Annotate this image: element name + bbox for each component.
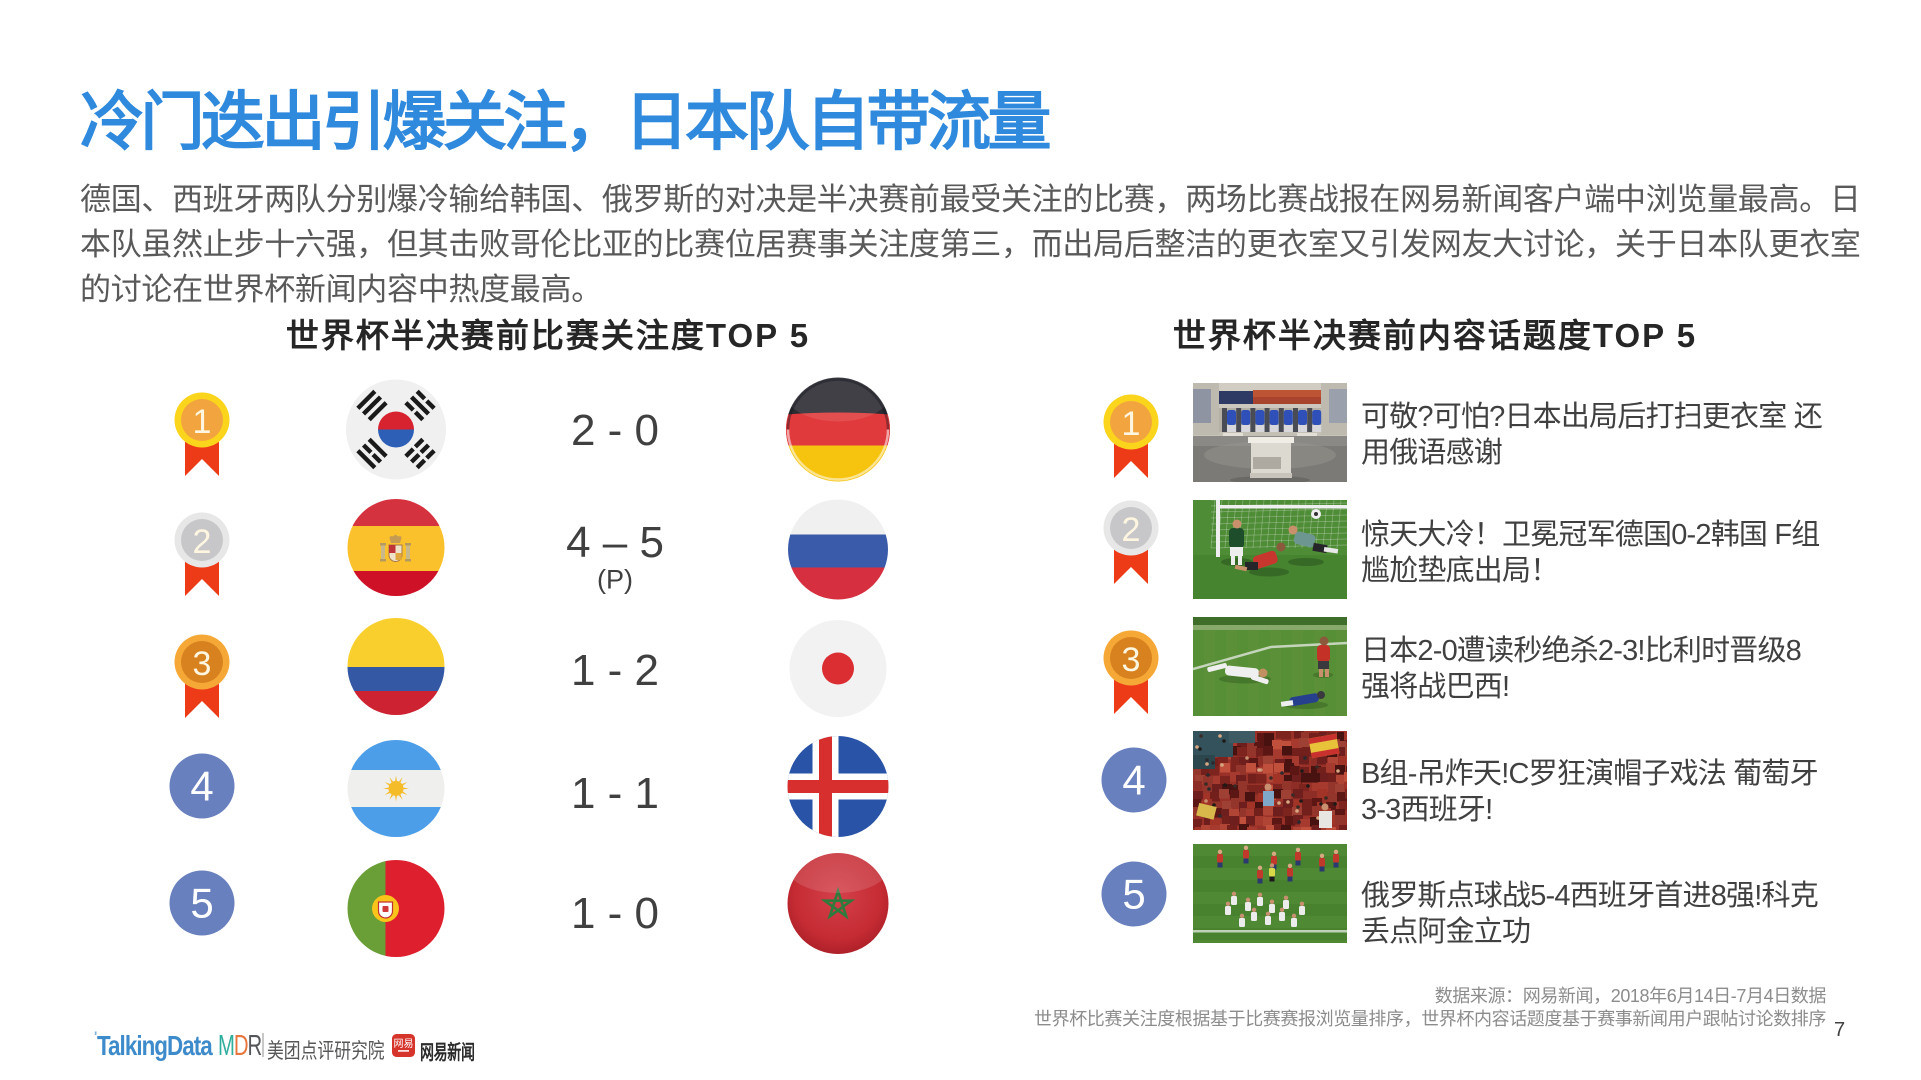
- svg-text:2: 2: [1122, 511, 1141, 549]
- svg-text:2: 2: [193, 523, 212, 561]
- svg-text:网易: 网易: [394, 1038, 414, 1050]
- svg-text:3: 3: [193, 645, 212, 683]
- svg-text:1: 1: [1122, 405, 1141, 443]
- svg-text:1: 1: [193, 403, 212, 441]
- svg-text:3: 3: [1122, 641, 1141, 679]
